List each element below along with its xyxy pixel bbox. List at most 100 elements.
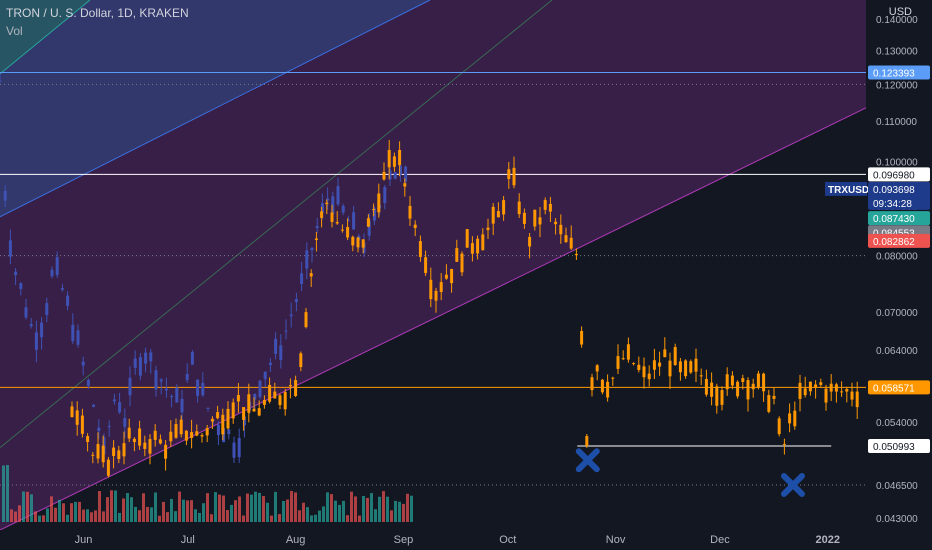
volume-bar <box>390 510 393 522</box>
currency-label: USD <box>888 6 912 18</box>
first-pass-candle <box>40 322 44 338</box>
second-pass-candle <box>226 408 230 429</box>
second-pass-candle <box>767 395 771 412</box>
second-pass-candle <box>450 268 454 284</box>
first-pass-candle <box>34 332 38 350</box>
volume-bar <box>230 504 233 522</box>
second-pass-candle <box>247 394 251 413</box>
second-pass-candle <box>143 442 147 449</box>
volume-bar <box>266 502 269 522</box>
second-pass-candle <box>798 382 802 399</box>
first-pass-candle <box>175 387 179 403</box>
first-pass-candle <box>393 172 397 179</box>
second-pass-candle <box>730 375 734 386</box>
second-pass-candle <box>829 383 833 392</box>
volume-bar <box>222 495 225 522</box>
second-pass-candle <box>502 200 506 215</box>
volume-bar <box>142 493 145 522</box>
second-pass-candle <box>834 384 838 392</box>
second-pass-candle <box>257 408 261 416</box>
second-pass-candle <box>91 454 95 456</box>
second-pass-candle <box>756 373 760 388</box>
second-pass-candle <box>470 243 474 254</box>
second-pass-candle <box>699 375 703 377</box>
first-pass-candle <box>86 380 90 386</box>
volume-bar <box>106 497 109 522</box>
second-pass-candle <box>138 428 142 446</box>
volume-bar <box>42 515 45 522</box>
first-pass-candle <box>8 240 12 257</box>
price-label: 0.093698 <box>873 185 915 196</box>
volume-bar <box>98 491 101 522</box>
second-pass-candle <box>361 239 365 248</box>
first-pass-candle <box>263 371 267 380</box>
second-pass-candle <box>715 386 719 406</box>
volume-bar <box>194 509 197 522</box>
volume-bar <box>62 503 65 522</box>
first-pass-candle <box>284 330 288 332</box>
second-pass-candle <box>398 149 402 166</box>
second-pass-candle <box>606 381 610 398</box>
first-pass-candle <box>164 388 168 391</box>
second-pass-candle <box>637 364 641 370</box>
volume-bar <box>358 515 361 522</box>
volume-bar <box>338 504 341 522</box>
y-tick-label: 0.140000 <box>876 15 918 26</box>
x-tick-label: Jul <box>181 534 195 546</box>
second-pass-candle <box>314 238 318 241</box>
price-label: 0.058571 <box>873 383 915 394</box>
time-axis <box>0 530 866 550</box>
volume-bar <box>206 493 209 522</box>
volume-bar <box>174 511 177 522</box>
first-pass-candle <box>55 257 59 276</box>
second-pass-candle <box>538 217 542 225</box>
second-pass-candle <box>574 253 578 256</box>
first-pass-candle <box>170 395 174 398</box>
volume-bar <box>130 497 133 522</box>
second-pass-candle <box>486 227 490 231</box>
price-label-box <box>868 65 930 80</box>
first-pass-candle <box>19 283 23 290</box>
first-pass-candle <box>331 196 335 214</box>
second-pass-candle <box>195 431 199 436</box>
second-pass-candle <box>408 205 412 219</box>
first-pass-candle <box>3 190 7 201</box>
price-label-box <box>868 380 930 395</box>
first-pass-candle <box>133 358 137 368</box>
second-pass-candle <box>788 413 792 424</box>
volume-bar <box>334 500 337 522</box>
volume-bar <box>182 499 185 522</box>
volume-bar <box>270 515 273 522</box>
price-label-time: 09:34:28 <box>873 199 912 210</box>
second-pass-candle <box>392 156 396 167</box>
second-pass-candle <box>278 395 282 406</box>
first-pass-candle <box>398 165 402 175</box>
second-pass-candle <box>632 363 636 365</box>
price-label: 0.123393 <box>873 69 915 80</box>
price-label-box <box>868 233 930 248</box>
first-pass-candle <box>196 379 200 396</box>
second-pass-candle <box>80 415 84 434</box>
second-pass-candle <box>283 392 287 410</box>
y-tick-label: 0.046500 <box>876 481 918 492</box>
second-pass-candle <box>694 358 698 372</box>
first-pass-candle <box>383 187 387 204</box>
second-pass-candle <box>533 209 537 227</box>
second-pass-candle <box>413 224 417 229</box>
first-pass-candle <box>268 362 272 366</box>
first-pass-candle <box>45 303 49 316</box>
volume-bar <box>238 496 241 522</box>
channel-upper-line <box>0 0 431 218</box>
volume-bar <box>354 496 357 522</box>
volume-bar <box>198 512 201 522</box>
volume-bar <box>290 490 293 522</box>
second-pass-candle <box>762 373 766 392</box>
volume-bar <box>322 506 325 522</box>
first-pass-candle <box>216 424 220 436</box>
second-pass-candle <box>814 384 818 388</box>
second-pass-candle <box>366 218 370 227</box>
volume-bar <box>394 500 397 522</box>
volume-bar <box>86 509 89 522</box>
first-pass-candle <box>0 80 2 82</box>
